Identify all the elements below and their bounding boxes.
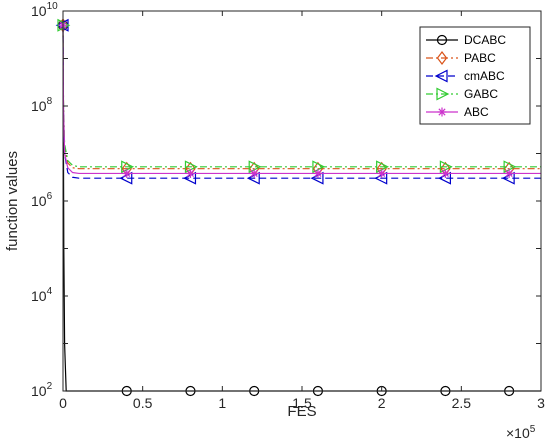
y-tick-exponent: 8 [47,96,53,107]
series-line [62,25,541,179]
y-tick-base: 10 [31,383,47,399]
legend-marker [434,69,448,83]
x-tick-label: 0.5 [133,395,153,411]
legend-marker [436,34,448,46]
series-marker [377,168,387,178]
y-tick-exponent: 4 [47,286,53,297]
y-axis-label: function values [4,151,21,251]
legend-marker [437,107,447,117]
x-tick-label: 2.5 [452,395,472,411]
y-tick-label: 104 [31,286,53,304]
legend-item-gabc: GABC [426,87,498,101]
x-multiplier-exponent: 5 [530,424,536,435]
y-tick-base: 10 [31,288,47,304]
series-marker [504,168,514,178]
legend-item-cmabc: cmABC [426,69,505,83]
x-tick-label: 2 [378,395,386,411]
series-marker [185,168,195,178]
series-marker [249,168,259,178]
series-marker [440,168,450,178]
y-tick-label: 1010 [31,1,58,19]
y-tick-base: 10 [31,98,47,114]
legend-marker [436,87,450,101]
y-tick-exponent: 2 [47,381,53,392]
x-tick-label: 1.5 [292,395,312,411]
y-tick-exponent: 6 [47,191,53,202]
y-tick-label: 102 [31,381,53,399]
y-tick-base: 10 [31,3,47,19]
x-tick-label: 1 [218,395,226,411]
legend: DCABC PABC cmABC GABC ABC [419,26,531,125]
legend-item-pabc: PABC [426,51,496,65]
legend-item-abc: ABC [426,105,489,119]
x-multiplier-base: ×10 [506,425,530,441]
legend-label: ABC [464,105,489,119]
legend-label: PABC [464,51,496,65]
x-axis: 0 0.5 1 1.5 2 2.5 3 [59,11,545,411]
legend-label: GABC [464,87,498,101]
legend-label: DCABC [464,33,506,47]
legend-item-dcabc: DCABC [426,33,506,47]
y-tick-label: 108 [31,96,53,114]
legend-marker [436,51,448,65]
y-tick-base: 10 [31,193,47,209]
y-tick-label: 106 [31,191,53,209]
x-tick-label: 3 [537,395,545,411]
series-marker [122,168,132,178]
y-tick-exponent: 10 [47,1,59,12]
x-tick-label: 0 [59,395,67,411]
x-axis-label: FES [287,403,316,420]
x-multiplier: ×105 [506,424,536,441]
legend-label: cmABC [464,69,505,83]
series-marker [313,168,323,178]
